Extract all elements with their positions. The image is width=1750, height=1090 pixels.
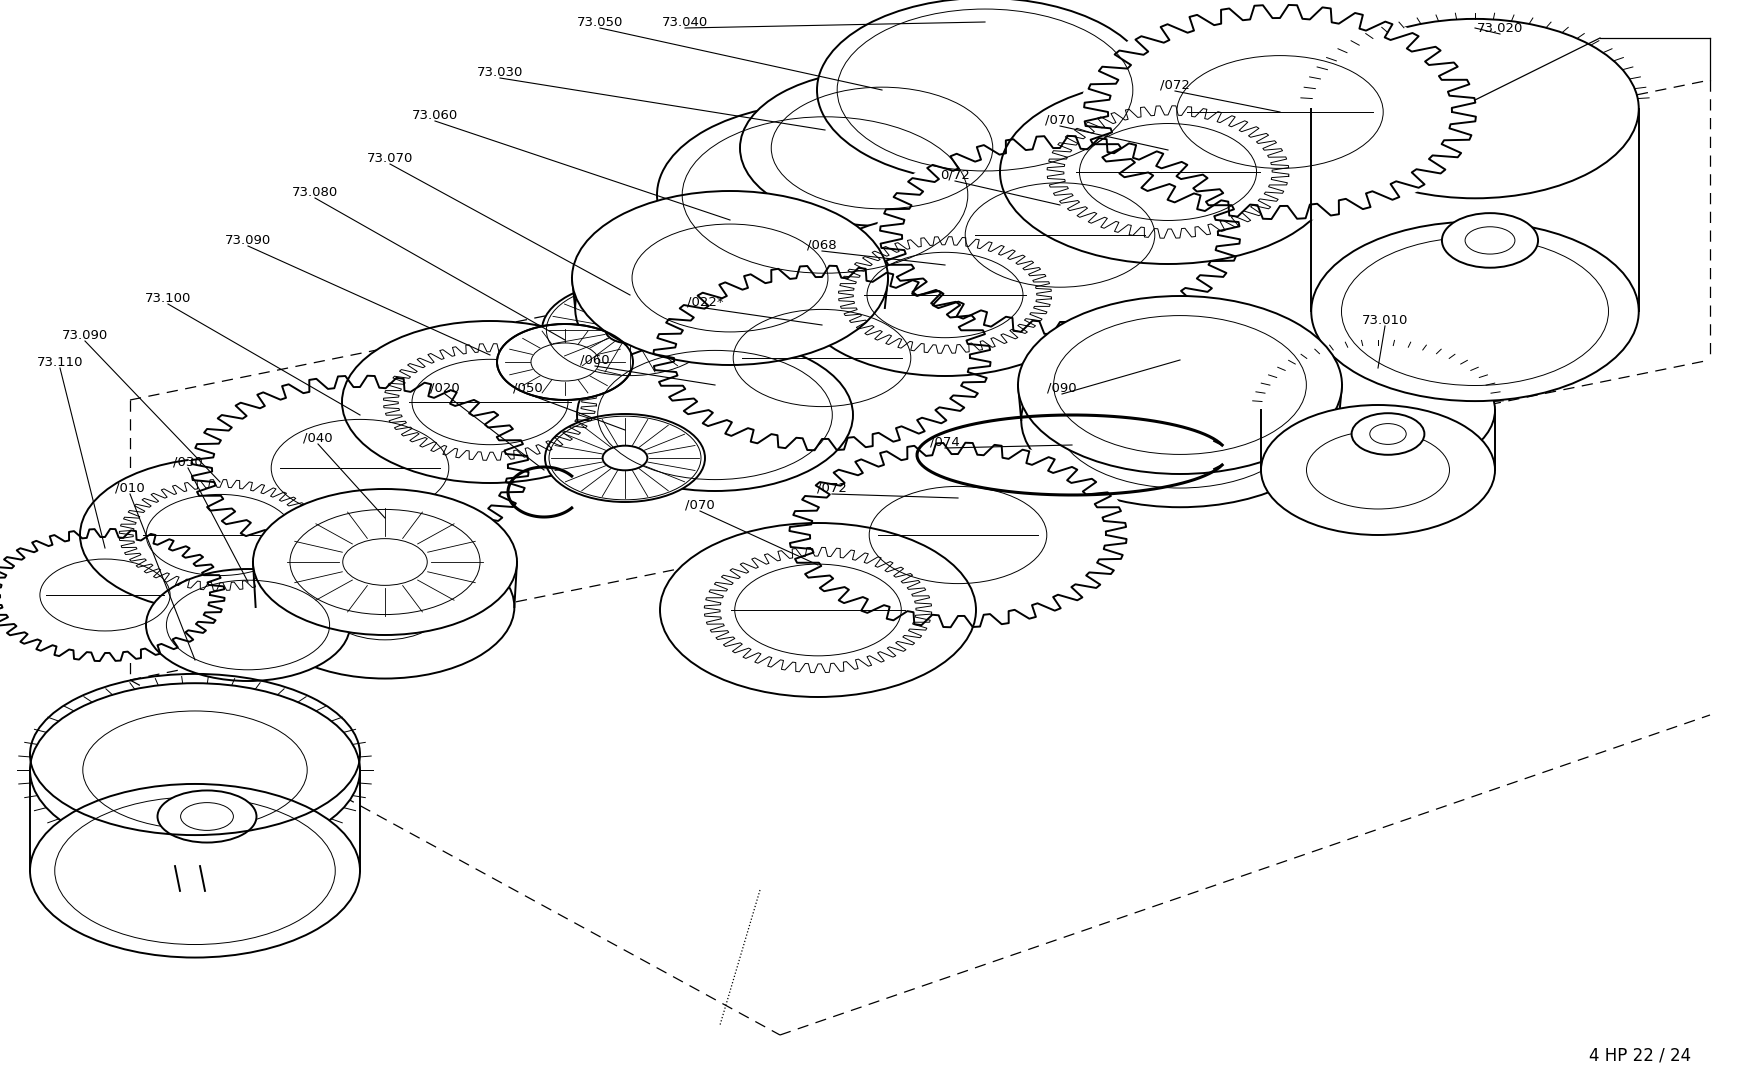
Ellipse shape [877, 134, 1244, 336]
Text: 73.080: 73.080 [292, 185, 338, 198]
Text: /090: /090 [1046, 382, 1076, 395]
Text: /010: /010 [116, 482, 145, 495]
Ellipse shape [145, 569, 350, 681]
Ellipse shape [1080, 2, 1480, 221]
Ellipse shape [817, 0, 1153, 182]
Ellipse shape [30, 683, 360, 857]
Text: 73.090: 73.090 [226, 233, 271, 246]
Text: /060: /060 [581, 353, 609, 366]
Ellipse shape [999, 80, 1335, 264]
Ellipse shape [1311, 221, 1638, 401]
Text: 73.050: 73.050 [578, 15, 623, 28]
Ellipse shape [786, 440, 1130, 629]
Text: 73.030: 73.030 [476, 65, 523, 78]
Text: 73.060: 73.060 [411, 109, 459, 121]
Ellipse shape [326, 574, 444, 640]
Text: /068: /068 [807, 239, 836, 252]
Text: 0/72: 0/72 [940, 169, 970, 182]
Text: 73.010: 73.010 [1362, 314, 1409, 327]
Ellipse shape [0, 528, 228, 663]
Ellipse shape [30, 784, 360, 957]
Ellipse shape [634, 255, 826, 361]
Ellipse shape [649, 264, 994, 452]
Ellipse shape [1022, 332, 1339, 507]
Text: 4 HP 22 / 24: 4 HP 22 / 24 [1589, 1046, 1690, 1064]
Text: 73.110: 73.110 [37, 355, 84, 368]
Ellipse shape [187, 374, 532, 562]
Ellipse shape [254, 489, 516, 635]
Text: /070: /070 [686, 498, 716, 511]
Ellipse shape [343, 538, 427, 585]
Text: /030: /030 [173, 456, 203, 469]
Ellipse shape [1442, 214, 1538, 268]
Ellipse shape [660, 523, 977, 697]
Ellipse shape [80, 458, 360, 611]
Text: /074: /074 [931, 436, 959, 448]
Ellipse shape [1018, 296, 1342, 474]
Ellipse shape [576, 222, 886, 393]
Ellipse shape [572, 191, 887, 365]
Ellipse shape [656, 102, 992, 287]
Ellipse shape [1311, 19, 1638, 198]
Ellipse shape [578, 339, 852, 490]
Ellipse shape [1351, 413, 1424, 455]
Ellipse shape [796, 214, 1094, 376]
Text: /020: /020 [430, 382, 460, 395]
Text: /070: /070 [1045, 113, 1074, 126]
Ellipse shape [341, 320, 639, 483]
Ellipse shape [1057, 352, 1304, 488]
Ellipse shape [542, 282, 718, 378]
Text: 73.070: 73.070 [368, 152, 413, 165]
Text: /050: /050 [513, 382, 542, 395]
Ellipse shape [544, 414, 705, 502]
Ellipse shape [1262, 405, 1494, 535]
Text: 73.020: 73.020 [1477, 22, 1522, 35]
Ellipse shape [255, 535, 514, 679]
Ellipse shape [158, 790, 257, 843]
Text: /072: /072 [1160, 78, 1190, 92]
Text: /040: /040 [303, 432, 332, 445]
Text: /022*: /022* [686, 295, 723, 308]
Ellipse shape [497, 324, 634, 400]
Text: 73.090: 73.090 [61, 328, 108, 341]
Text: 73.040: 73.040 [662, 15, 709, 28]
Ellipse shape [1262, 346, 1494, 475]
Ellipse shape [740, 70, 1024, 226]
Text: 73.100: 73.100 [145, 291, 191, 304]
Text: /072: /072 [817, 482, 847, 495]
